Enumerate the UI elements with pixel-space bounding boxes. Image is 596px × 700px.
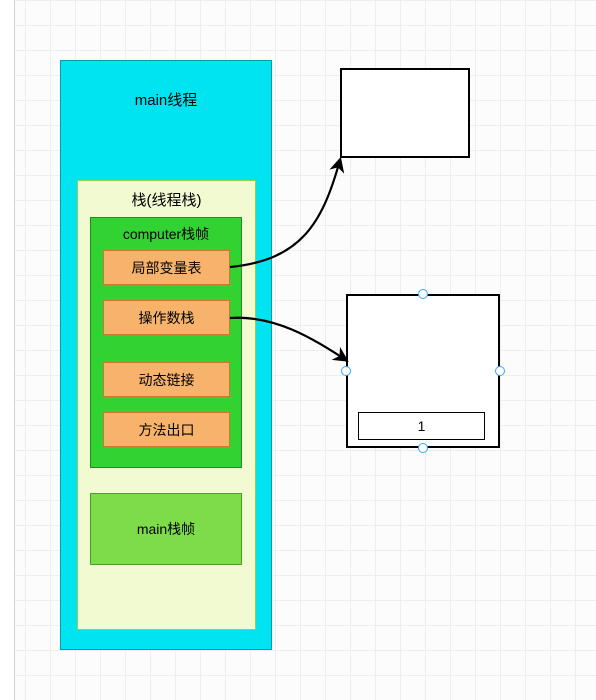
selection-handle[interactable] — [418, 443, 428, 453]
slot-label: 方法出口 — [139, 420, 195, 440]
slot-dynamic-link: 动态链接 — [103, 362, 230, 397]
selection-handle[interactable] — [418, 289, 428, 299]
main-frame-label: main栈帧 — [137, 519, 195, 539]
selection-handle[interactable] — [341, 366, 351, 376]
selection-handle[interactable] — [495, 366, 505, 376]
slot-local-vars: 局部变量表 — [103, 250, 230, 285]
thread-stack-label: 栈(线程栈) — [78, 181, 255, 210]
slot-label: 局部变量表 — [132, 258, 202, 278]
main-frame-box: main栈帧 — [90, 493, 242, 565]
slot-method-exit: 方法出口 — [103, 412, 230, 447]
plain-box-top — [340, 68, 470, 158]
ruler-left — [0, 0, 15, 700]
diagram-canvas: main线程 栈(线程栈) computer栈帧 局部变量表 操作数栈 动态链接… — [0, 0, 596, 700]
plain-box-bottom-inner: 1 — [358, 412, 485, 440]
main-thread-label: main线程 — [61, 61, 271, 110]
slot-operand-stack: 操作数栈 — [103, 300, 230, 335]
slot-label: 操作数栈 — [139, 308, 195, 328]
computer-frame-label: computer栈帧 — [91, 218, 241, 244]
slot-label: 动态链接 — [139, 370, 195, 390]
plain-box-bottom-inner-label: 1 — [418, 418, 426, 434]
